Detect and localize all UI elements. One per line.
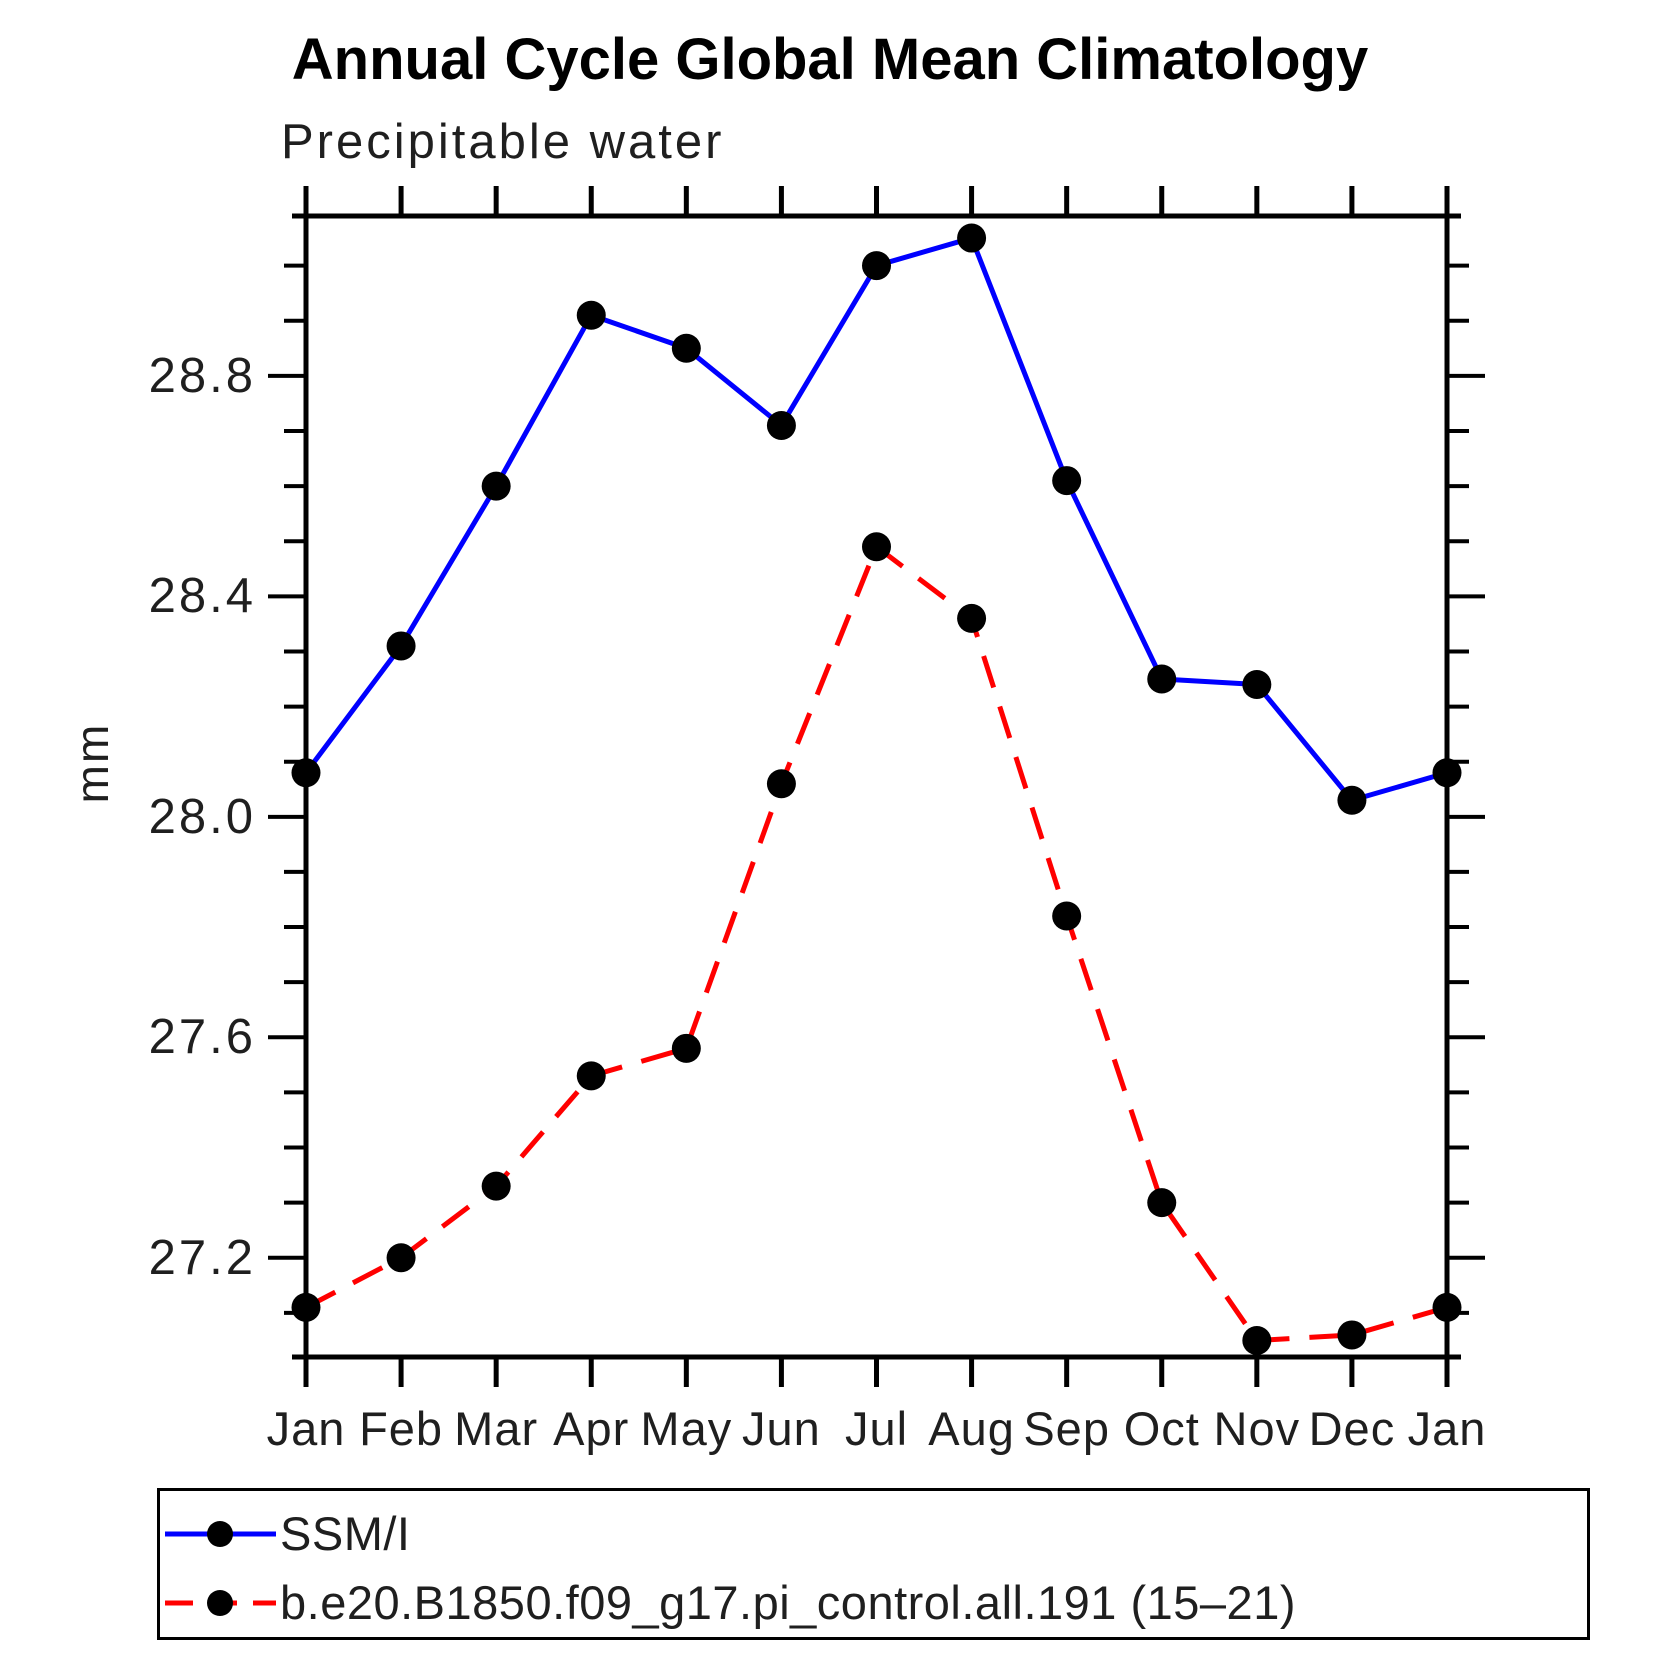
x-tick-label: Jun (742, 1402, 821, 1455)
y-tick-label: 28.4 (148, 569, 256, 624)
data-point-0-6 (862, 251, 891, 281)
legend-label-1: b.e20.B1850.f09_g17.pi_control.all.191 (… (280, 1576, 1296, 1629)
data-point-1-0 (291, 1292, 321, 1322)
x-tick-label: Jul (844, 1402, 909, 1455)
x-tick-label: Oct (1123, 1402, 1200, 1455)
data-point-1-6 (862, 532, 891, 562)
data-point-0-0 (291, 758, 321, 788)
data-point-0-3 (576, 300, 606, 330)
data-point-0-10 (1242, 670, 1272, 700)
data-point-1-3 (576, 1061, 606, 1091)
legend-label-0: SSM/I (280, 1507, 411, 1560)
data-point-0-2 (481, 471, 511, 501)
x-tick-label: Feb (359, 1402, 444, 1455)
data-point-1-1 (386, 1243, 416, 1273)
legend-line-sample-1 (165, 1590, 276, 1616)
data-point-1-8 (1052, 901, 1082, 931)
data-point-0-8 (1052, 466, 1082, 496)
x-tick-label: May (640, 1402, 733, 1455)
legend-box: SSM/I b.e20.B1850.f09_g17.pi_control.all.… (157, 1488, 1590, 1640)
x-tick-label: Nov (1213, 1402, 1301, 1455)
series-line-0 (304, 235, 1448, 803)
y-tick-label: 27.6 (148, 1010, 256, 1065)
legend-line-sample-0 (165, 1521, 276, 1547)
y-tick-label: 27.2 (148, 1230, 256, 1285)
legend-row-1: b.e20.B1850.f09_g17.pi_control.all.191 (… (160, 1575, 1587, 1631)
data-point-0-4 (671, 333, 701, 363)
series-line-1 (304, 544, 1448, 1343)
data-point-1-5 (766, 769, 796, 799)
x-tick-label: Jan (1407, 1402, 1487, 1455)
chart-title: Annual Cycle Global Mean Climatology (291, 27, 1369, 92)
x-tick-label: Jan (266, 1402, 346, 1455)
data-point-1-12 (1432, 1292, 1462, 1322)
data-point-1-10 (1242, 1325, 1272, 1355)
x-tick-label: Apr (553, 1402, 630, 1455)
data-point-0-7 (957, 223, 987, 253)
data-point-0-5 (766, 410, 796, 440)
chart-subtitle: Precipitable water (281, 115, 725, 169)
data-point-0-9 (1147, 664, 1177, 694)
data-point-0-12 (1432, 758, 1462, 788)
x-tick-label: Mar (454, 1402, 539, 1455)
data-point-1-4 (671, 1033, 701, 1063)
data-point-1-7 (957, 603, 987, 633)
legend-row-0: SSM/I (160, 1506, 1587, 1562)
data-point-0-1 (386, 631, 416, 661)
y-tick-label: 28.0 (148, 789, 256, 844)
data-point-0-11 (1337, 785, 1367, 815)
x-tick-label: Sep (1023, 1402, 1110, 1455)
x-tick-label: Dec (1308, 1402, 1396, 1455)
y-tick-label: 28.8 (148, 348, 256, 403)
data-point-1-9 (1147, 1188, 1177, 1218)
data-point-1-11 (1337, 1320, 1367, 1350)
data-point-1-2 (481, 1171, 511, 1201)
x-tick-label: Aug (928, 1402, 1015, 1455)
